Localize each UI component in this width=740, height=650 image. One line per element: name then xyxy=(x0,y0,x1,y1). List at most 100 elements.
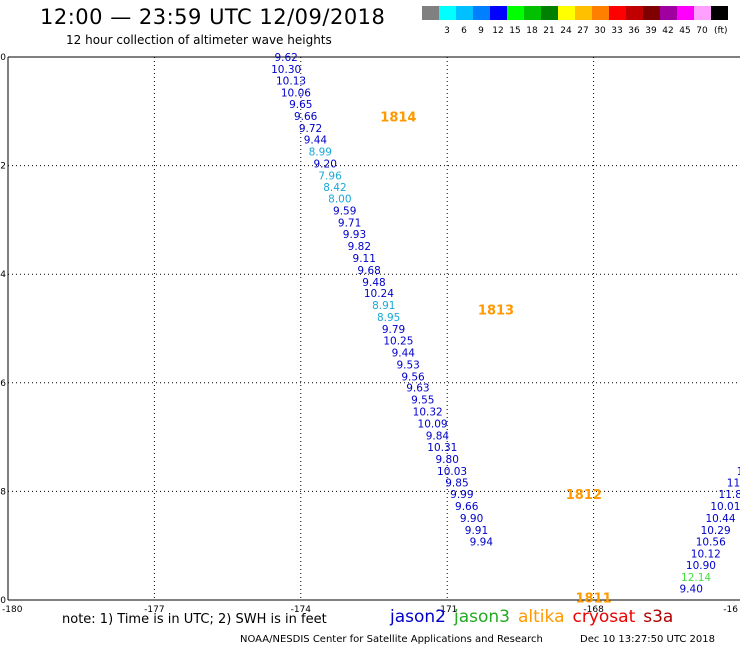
data-point-label: 10.01 xyxy=(710,501,740,513)
data-point-label: 9.94 xyxy=(470,536,494,548)
color-scale-label: 27 xyxy=(577,26,589,36)
data-point-label: 9.99 xyxy=(450,489,473,501)
data-point-label: 9.91 xyxy=(465,525,488,537)
color-scale-swatch xyxy=(524,6,541,20)
data-point-label: 9.11 xyxy=(353,253,376,265)
data-point-label: 9.62 xyxy=(274,52,297,64)
data-point-label: 9.93 xyxy=(343,229,366,241)
data-point-label: 9.82 xyxy=(348,241,371,253)
color-scale-label: 39 xyxy=(645,26,657,36)
data-point-label: 10.30 xyxy=(271,64,301,76)
x-tick-label: -171 xyxy=(437,605,457,615)
data-point-label: 10.24 xyxy=(364,288,394,300)
data-point-label: 8.00 xyxy=(328,194,351,206)
data-point-label: 10.09 xyxy=(418,419,448,431)
color-scale-swatch xyxy=(677,6,694,20)
x-tick-label: -16 xyxy=(723,605,738,615)
data-point-label: 9.71 xyxy=(338,218,361,230)
satellite-legend: jason2 jason3 altika cryosat s3a xyxy=(390,607,681,627)
data-point-label: 9.59 xyxy=(333,206,356,218)
color-scale-label: 12 xyxy=(492,26,504,36)
data-point-label: 10.90 xyxy=(686,560,716,572)
y-tick-label: -60 xyxy=(0,596,6,606)
data-point-label: 9.55 xyxy=(411,395,434,407)
data-point-label: 9.66 xyxy=(455,501,479,513)
data-point-label: 9.48 xyxy=(362,277,385,289)
data-point-label: 9.84 xyxy=(426,430,450,442)
track-number-label: 1811 xyxy=(576,591,612,606)
color-scale-label: 9 xyxy=(478,26,484,36)
data-point-label: 8.99 xyxy=(309,146,332,158)
color-scale-label: 3 xyxy=(444,26,450,36)
data-point-label: 9.80 xyxy=(436,454,459,466)
color-scale-label: 45 xyxy=(679,26,691,36)
data-point-label: 9.85 xyxy=(445,478,468,490)
footer-note: note: 1) Time is in UTC; 2) SWH is in fe… xyxy=(62,612,327,627)
track-number-label: 1812 xyxy=(566,488,602,503)
data-point-label: 11. xyxy=(727,478,740,490)
color-scale-label: 70 xyxy=(696,26,708,36)
data-point-label: 9.56 xyxy=(401,371,425,383)
credit-text: NOAA/NESDIS Center for Satellite Applica… xyxy=(240,634,543,645)
color-scale-label: 33 xyxy=(611,26,623,36)
data-point-label: 8.91 xyxy=(372,300,395,312)
x-tick-label: -168 xyxy=(583,605,604,615)
y-tick-label: -52 xyxy=(0,162,6,172)
color-scale-unit: (ft) xyxy=(714,26,728,36)
data-point-label: 10.29 xyxy=(701,525,731,537)
data-point-label: 9.65 xyxy=(289,99,312,111)
color-scale-swatch xyxy=(558,6,575,20)
data-point-label: 9.44 xyxy=(392,347,416,359)
color-scale-swatch xyxy=(609,6,626,20)
track-number-label: 1813 xyxy=(478,303,514,318)
data-point-label: 7.96 xyxy=(318,170,342,182)
data-point-label: 8.95 xyxy=(377,312,400,324)
chart-subtitle: 12 hour collection of altimeter wave hei… xyxy=(66,33,332,47)
legend-entry-altika: altika xyxy=(518,607,565,627)
color-scale-label: 15 xyxy=(509,26,521,36)
data-point-label: 10.32 xyxy=(413,407,443,419)
generated-timestamp: Dec 10 13:27:50 UTC 2018 xyxy=(580,634,715,645)
color-scale-label: 18 xyxy=(526,26,538,36)
data-point-label: 10.25 xyxy=(383,335,413,347)
data-point-label: 8.42 xyxy=(323,182,346,194)
color-scale-label: 24 xyxy=(560,26,572,36)
legend-entry-cryosat: cryosat xyxy=(572,607,636,627)
data-point-label: 9.53 xyxy=(396,359,419,371)
data-point-label: 10.13 xyxy=(276,75,306,87)
data-point-label: 12.14 xyxy=(681,572,711,584)
x-tick-label: -180 xyxy=(2,605,23,615)
legend-entry-jason3: jason3 xyxy=(454,607,510,627)
x-tick-label: -174 xyxy=(291,605,312,615)
y-tick-label: -54 xyxy=(0,270,6,280)
data-point-label: 10.03 xyxy=(437,466,467,478)
chart-title: 12:00 — 23:59 UTC 12/09/2018 xyxy=(40,5,386,29)
track-number-label: 1814 xyxy=(380,111,416,126)
data-point-label: 9.40 xyxy=(680,584,703,596)
data-point-label: 1 xyxy=(737,466,740,478)
color-scale-swatch xyxy=(507,6,524,20)
color-scale-swatch xyxy=(643,6,660,20)
data-point-label: 9.66 xyxy=(294,111,318,123)
legend-entry-s3a: s3a xyxy=(643,607,674,627)
data-point-label: 10.56 xyxy=(696,536,726,548)
color-scale-label: 6 xyxy=(461,26,467,36)
color-scale-swatch xyxy=(626,6,643,20)
legend-entry-jason2: jason2 xyxy=(390,607,446,627)
color-scale-label: 36 xyxy=(628,26,640,36)
color-scale-swatch xyxy=(490,6,507,20)
data-point-label: 9.90 xyxy=(460,513,483,525)
color-scale-swatch xyxy=(660,6,677,20)
color-scale-label: 21 xyxy=(543,26,555,36)
data-point-label: 9.63 xyxy=(406,383,429,395)
color-scale-label: 42 xyxy=(662,26,674,36)
y-tick-label: -58 xyxy=(0,487,6,497)
data-point-label: 9.72 xyxy=(299,123,322,135)
color-scale-label: 30 xyxy=(594,26,606,36)
x-tick-label: -177 xyxy=(144,605,164,615)
color-scale-swatch xyxy=(694,6,711,20)
color-scale-swatch xyxy=(473,6,490,20)
color-scale-swatch xyxy=(575,6,592,20)
data-point-label: 9.44 xyxy=(304,135,328,147)
